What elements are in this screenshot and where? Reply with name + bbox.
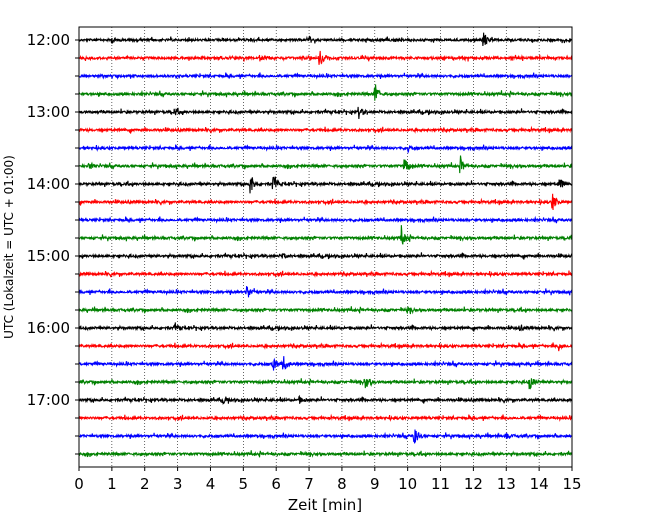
x-tick-label: 9 [370,475,380,493]
trace-1415 [78,193,573,211]
x-tick-label: 0 [74,475,84,493]
trace-1745 [78,450,573,458]
y-axis-label: UTC (Lokalzeit = UTC + 01:00) [2,155,16,339]
trace-1200 [78,32,573,47]
x-tick-label: 5 [239,475,249,493]
trace-1615 [78,341,573,352]
trace-1700 [78,394,573,406]
x-tick-label: 8 [337,475,347,493]
y-tick-label: 13:00 [27,103,70,121]
trace-1400 [78,176,573,194]
y-tick-label: 12:00 [27,31,70,49]
trace-1630 [78,356,573,371]
y-tick-label: 15:00 [27,247,70,265]
x-axis-label: Zeit [min] [288,496,362,514]
trace-1300 [78,106,573,119]
trace-1230 [78,72,573,80]
x-tick-label: 6 [271,475,281,493]
x-tick-label: 1 [107,475,117,493]
trace-1530 [78,286,573,298]
trace-1430 [78,215,573,224]
trace-1445 [78,225,573,245]
y-tick-label: 16:00 [27,319,70,337]
plot-frame [78,26,573,468]
x-tick-label: 12 [464,475,483,493]
x-tick-label: 10 [398,475,417,493]
x-tick-label: 7 [304,475,314,493]
trace-1515 [78,269,573,278]
trace-1645 [78,378,573,390]
y-tick-label: 17:00 [27,391,70,409]
x-tick-label: 3 [173,475,183,493]
x-tick-label: 13 [497,475,516,493]
trace-1545 [78,306,573,315]
trace-1330 [78,144,573,154]
trace-1245 [78,84,573,101]
trace-1715 [78,413,573,422]
y-axis-ticks: 12:00 13:00 14:00 15:00 16:00 17:00 [27,31,79,455]
x-tick-label: 14 [530,475,549,493]
trace-1315 [78,125,573,134]
seismic-traces [78,32,573,458]
trace-1345 [78,155,573,174]
trace-1215 [78,50,573,65]
x-tick-label: 11 [431,475,450,493]
x-tick-label: 4 [206,475,216,493]
grid-lines [111,27,540,467]
x-tick-label: 15 [562,475,581,493]
trace-1500 [78,252,573,260]
x-axis-ticks: 0 1 2 3 4 5 6 7 8 9 10 11 12 13 14 15 [74,467,582,493]
y-tick-label: 14:00 [27,175,70,193]
trace-1600 [78,322,573,332]
x-tick-label: 2 [140,475,150,493]
trace-1730 [78,429,573,444]
